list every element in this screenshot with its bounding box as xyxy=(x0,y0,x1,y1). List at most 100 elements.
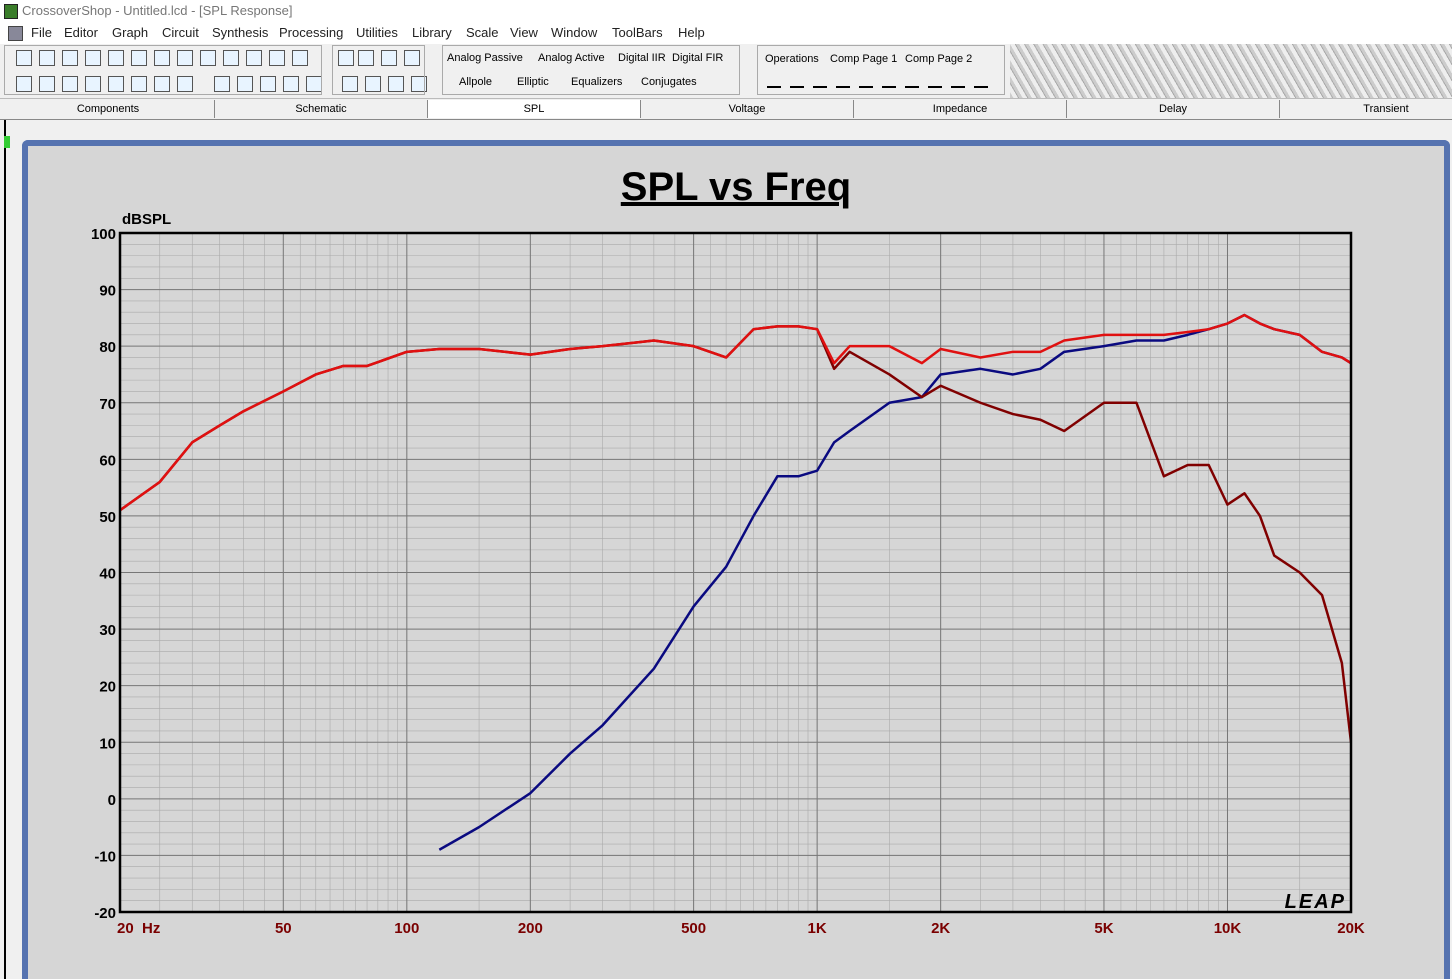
toolbar-button[interactable] xyxy=(292,50,308,66)
menu-item[interactable]: ToolBars xyxy=(612,25,663,40)
toolbar-button[interactable] xyxy=(338,50,354,66)
toolbar-tab[interactable]: Elliptic xyxy=(517,76,549,88)
component-button[interactable] xyxy=(928,74,942,88)
view-tab[interactable]: Delay xyxy=(1067,100,1280,118)
menu-item[interactable]: Editor xyxy=(64,25,98,40)
view-tab[interactable]: SPL xyxy=(428,100,641,118)
toolbar-button[interactable] xyxy=(108,50,124,66)
toolbar-button[interactable] xyxy=(404,50,420,66)
y-tick-label: 20 xyxy=(99,679,116,696)
toolbar-button[interactable] xyxy=(85,76,101,92)
toolbar-button[interactable] xyxy=(177,76,193,92)
component-button[interactable] xyxy=(951,74,965,88)
toolbar-button[interactable] xyxy=(381,50,397,66)
left-rule xyxy=(4,120,6,979)
toolbar-button[interactable] xyxy=(365,76,381,92)
menu-item[interactable]: Library xyxy=(412,25,452,40)
toolbar-button[interactable] xyxy=(62,76,78,92)
toolbar-button[interactable] xyxy=(269,50,285,66)
y-tick-label: 10 xyxy=(99,735,116,752)
component-button[interactable] xyxy=(836,74,850,88)
toolbar-button[interactable] xyxy=(154,50,170,66)
menu-item[interactable]: Window xyxy=(551,25,598,40)
toolbar-button[interactable] xyxy=(260,76,276,92)
component-button[interactable] xyxy=(882,74,896,88)
menu-item[interactable]: Utilities xyxy=(356,25,398,40)
toolbar-button[interactable] xyxy=(16,50,32,66)
y-tick-label: 80 xyxy=(99,339,116,356)
comp-tab[interactable]: Comp Page 2 xyxy=(905,53,973,65)
component-button[interactable] xyxy=(905,74,919,88)
y-tick-label: 100 xyxy=(91,226,116,243)
component-button[interactable] xyxy=(767,74,781,88)
y-tick-label: 70 xyxy=(99,396,116,413)
toolbar-background xyxy=(1010,44,1452,98)
toolbar-button[interactable] xyxy=(200,50,216,66)
toolbar-button[interactable] xyxy=(214,76,230,92)
x-tick-label: 1K xyxy=(808,920,827,937)
toolbar-button[interactable] xyxy=(131,76,147,92)
comp-tab[interactable]: Comp Page 1 xyxy=(830,53,898,65)
view-tab[interactable]: Schematic xyxy=(215,100,428,118)
menu-item[interactable]: File xyxy=(31,25,52,40)
toolbar-button[interactable] xyxy=(16,76,32,92)
toolbar-button[interactable] xyxy=(39,50,55,66)
menu-item[interactable]: Graph xyxy=(112,25,149,40)
component-button[interactable] xyxy=(974,74,988,88)
toolbar-tab[interactable]: Digital IIR xyxy=(618,52,666,64)
indicator xyxy=(4,136,10,148)
menu-item[interactable]: Circuit xyxy=(162,25,199,40)
toolbar-tab[interactable]: Equalizers xyxy=(571,76,623,88)
comp-tab[interactable]: Operations xyxy=(765,53,819,65)
menu-item[interactable]: Scale xyxy=(466,25,499,40)
toolbar-button[interactable] xyxy=(39,76,55,92)
toolbar-button[interactable] xyxy=(177,50,193,66)
menu-item[interactable]: Processing xyxy=(279,25,344,40)
x-tick-label: 50 xyxy=(275,920,292,937)
toolbar-group xyxy=(4,45,322,95)
toolbar-group xyxy=(442,45,740,95)
menu-item[interactable]: Help xyxy=(678,25,705,40)
toolbar-button[interactable] xyxy=(223,50,239,66)
y-tick-label: 50 xyxy=(99,509,116,526)
toolbar-button[interactable] xyxy=(108,76,124,92)
app-icon xyxy=(4,4,18,19)
toolbar-button[interactable] xyxy=(154,76,170,92)
component-button[interactable] xyxy=(813,74,827,88)
menu-item[interactable]: Synthesis xyxy=(212,25,269,40)
component-button[interactable] xyxy=(859,74,873,88)
toolbar-button[interactable] xyxy=(358,50,374,66)
toolbar-button[interactable] xyxy=(131,50,147,66)
toolbar-button[interactable] xyxy=(411,76,427,92)
toolbar-group xyxy=(757,45,1005,95)
y-tick-label: 0 xyxy=(108,792,116,809)
toolbar-tab[interactable]: Analog Passive xyxy=(447,52,523,64)
toolbar-tab[interactable]: Allpole xyxy=(459,76,493,88)
component-button[interactable] xyxy=(790,74,804,88)
view-tab[interactable]: Components xyxy=(2,100,215,118)
view-tabs: Components Schematic SPL Voltage Impedance De… xyxy=(0,100,1452,120)
view-tab[interactable]: Voltage xyxy=(641,100,854,118)
plot-border xyxy=(118,231,1353,914)
toolbars: Analog Passive Analog Active Digital IIR Di… xyxy=(0,44,1452,99)
view-tab[interactable]: Transient xyxy=(1280,100,1452,118)
toolbar-button[interactable] xyxy=(237,76,253,92)
toolbar-button[interactable] xyxy=(62,50,78,66)
y-tick-label: 40 xyxy=(99,566,116,583)
view-tab[interactable]: Impedance xyxy=(854,100,1067,118)
toolbar-button[interactable] xyxy=(388,76,404,92)
x-tick-label: 10K xyxy=(1214,920,1242,937)
toolbar-button[interactable] xyxy=(246,50,262,66)
window-title: CrossoverShop - Untitled.lcd - [SPL Resp… xyxy=(22,3,293,18)
toolbar-tab[interactable]: Analog Active xyxy=(538,52,605,64)
toolbar-tab[interactable]: Conjugates xyxy=(641,76,697,88)
menu-item[interactable]: View xyxy=(510,25,538,40)
x-tick-label: 200 xyxy=(518,920,543,937)
toolbar-button[interactable] xyxy=(342,76,358,92)
y-tick-label: 90 xyxy=(99,283,116,300)
toolbar-button[interactable] xyxy=(85,50,101,66)
toolbar-button[interactable] xyxy=(283,76,299,92)
toolbar-tab[interactable]: Digital FIR xyxy=(672,52,724,64)
x-tick-label: 20K xyxy=(1337,920,1365,937)
